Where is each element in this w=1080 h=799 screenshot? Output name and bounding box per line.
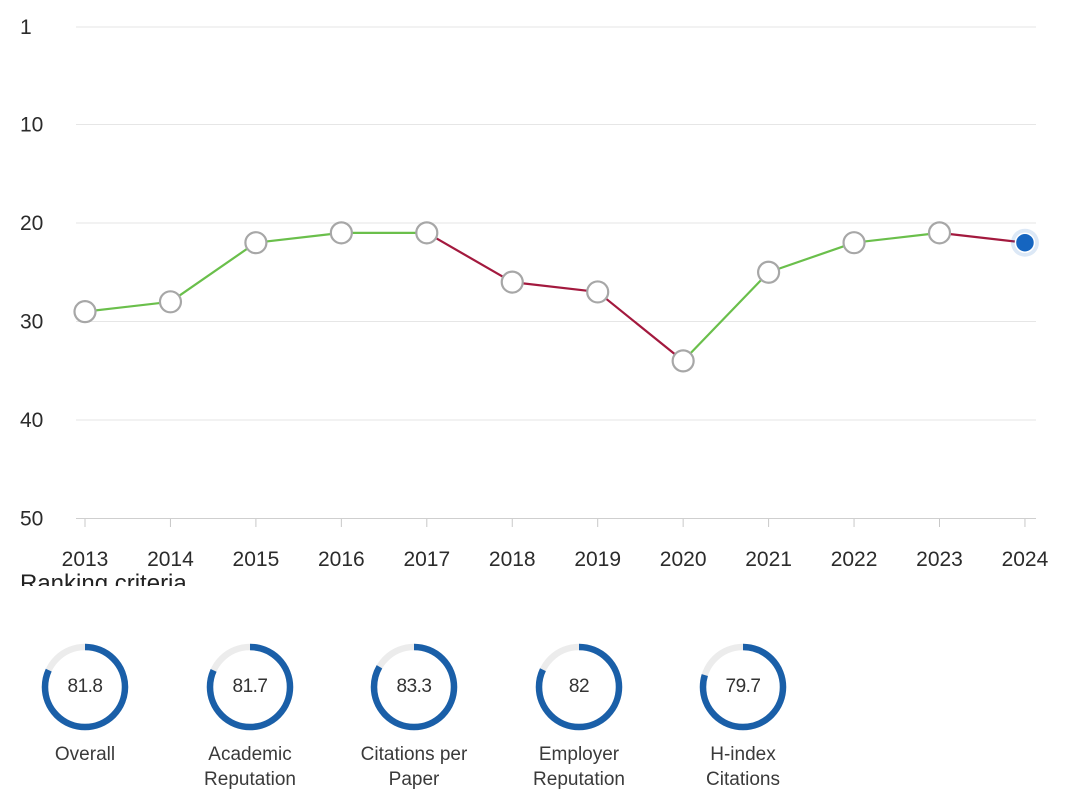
criterion-label: Academic Reputation xyxy=(165,742,335,792)
x-tick-label: 2015 xyxy=(233,548,280,571)
ring-progress xyxy=(206,643,294,731)
criterion-h-index-citations[interactable]: 79.7 H-index Citations xyxy=(658,640,828,792)
criterion-employer-reputation[interactable]: 82 Employer Reputation xyxy=(494,640,664,792)
series-segment xyxy=(682,271,770,362)
score-ring: 81.7 xyxy=(203,640,297,734)
y-tick-label: 20 xyxy=(20,212,43,235)
data-point xyxy=(244,231,268,255)
series-segment xyxy=(596,290,685,362)
data-point xyxy=(500,270,524,294)
criterion-label: Citations per Paper xyxy=(329,742,499,792)
criterion-label-line: Employer xyxy=(538,744,620,765)
criterion-overall[interactable]: 81.8 Overall xyxy=(0,640,170,767)
criterion-label-line: Citations per xyxy=(360,744,468,765)
criterion-label: Overall xyxy=(0,742,170,767)
x-tick-label: 2018 xyxy=(489,548,536,571)
x-tick-label: 2013 xyxy=(62,548,109,571)
series-segment xyxy=(511,281,599,294)
score-value: 81.7 xyxy=(232,676,268,697)
criteria-row: 81.8 Overall 81.7 Academic Reputation 83… xyxy=(0,640,1080,799)
criterion-label: H-index Citations xyxy=(658,742,828,792)
series-segment xyxy=(169,241,257,303)
ring-progress xyxy=(370,643,458,731)
data-point xyxy=(586,280,610,304)
criterion-academic-reputation[interactable]: 81.7 Academic Reputation xyxy=(165,640,335,792)
score-ring-svg xyxy=(699,643,787,731)
score-ring: 83.3 xyxy=(367,640,461,734)
criterion-label-line: Overall xyxy=(54,744,116,765)
ring-progress xyxy=(699,643,787,731)
data-point xyxy=(73,300,97,324)
x-tick-label: 2023 xyxy=(916,548,963,571)
data-point xyxy=(927,221,952,245)
data-point xyxy=(842,231,866,255)
series-segment xyxy=(852,231,941,244)
score-value: 83.3 xyxy=(396,676,432,697)
x-tick-label: 2021 xyxy=(745,548,792,571)
x-tick-label: 2020 xyxy=(660,548,707,571)
current-data-point xyxy=(1014,232,1036,253)
criteria-heading: Ranking criteria xyxy=(20,570,187,586)
data-point xyxy=(415,221,439,245)
data-point xyxy=(671,349,695,373)
series-segment xyxy=(938,231,1027,244)
ring-progress xyxy=(535,643,623,731)
score-ring: 81.8 xyxy=(38,640,132,734)
score-value: 79.7 xyxy=(725,676,761,697)
x-tick-label: 2022 xyxy=(831,548,878,571)
criterion-label-line: Academic xyxy=(208,744,292,765)
score-ring: 82 xyxy=(532,640,626,734)
score-value: 81.8 xyxy=(67,676,103,697)
x-tick-label: 2017 xyxy=(403,548,450,571)
ring-progress xyxy=(41,643,129,731)
ranking-chart: 1 10 20 30 40 50 2013 2014 2015 2016 2017 2018 2019 2… xyxy=(20,16,1049,571)
criterion-label-line: H-index xyxy=(710,744,776,765)
y-tick-label: 1 xyxy=(20,16,32,39)
ranking-chart-svg: 1 10 20 30 40 50 2013 2014 2015 2016 2017 2018 2019 2… xyxy=(20,16,1049,571)
score-ring-svg xyxy=(535,643,623,731)
y-tick-label: 40 xyxy=(20,409,43,432)
score-ring-svg xyxy=(206,643,294,731)
series-segment xyxy=(254,231,343,244)
x-tick-label: 2019 xyxy=(574,548,621,571)
criterion-label-line: Citations xyxy=(706,769,780,790)
y-tick-label: 30 xyxy=(20,311,43,334)
score-value: 82 xyxy=(568,676,590,697)
score-ring-svg xyxy=(41,643,129,731)
series-segment xyxy=(425,231,514,284)
data-point xyxy=(329,221,353,245)
score-ring-svg xyxy=(370,643,458,731)
data-point xyxy=(158,290,183,314)
criterion-label-line: Reputation xyxy=(204,769,296,790)
x-tick-label: 2024 xyxy=(1002,548,1049,571)
criterion-label-line: Reputation xyxy=(533,769,625,790)
score-ring: 79.7 xyxy=(696,640,790,734)
x-tick-label: 2014 xyxy=(147,548,194,571)
y-tick-label: 50 xyxy=(20,508,43,531)
series-segment xyxy=(767,241,856,274)
criterion-label: Employer Reputation xyxy=(494,742,664,792)
data-point xyxy=(756,260,781,284)
y-tick-label: 10 xyxy=(20,114,43,137)
criterion-label-line: Paper xyxy=(388,769,440,790)
series-segment xyxy=(83,300,172,313)
criterion-citations-per-paper[interactable]: 83.3 Citations per Paper xyxy=(329,640,499,792)
x-tick-label: 2016 xyxy=(318,548,365,571)
